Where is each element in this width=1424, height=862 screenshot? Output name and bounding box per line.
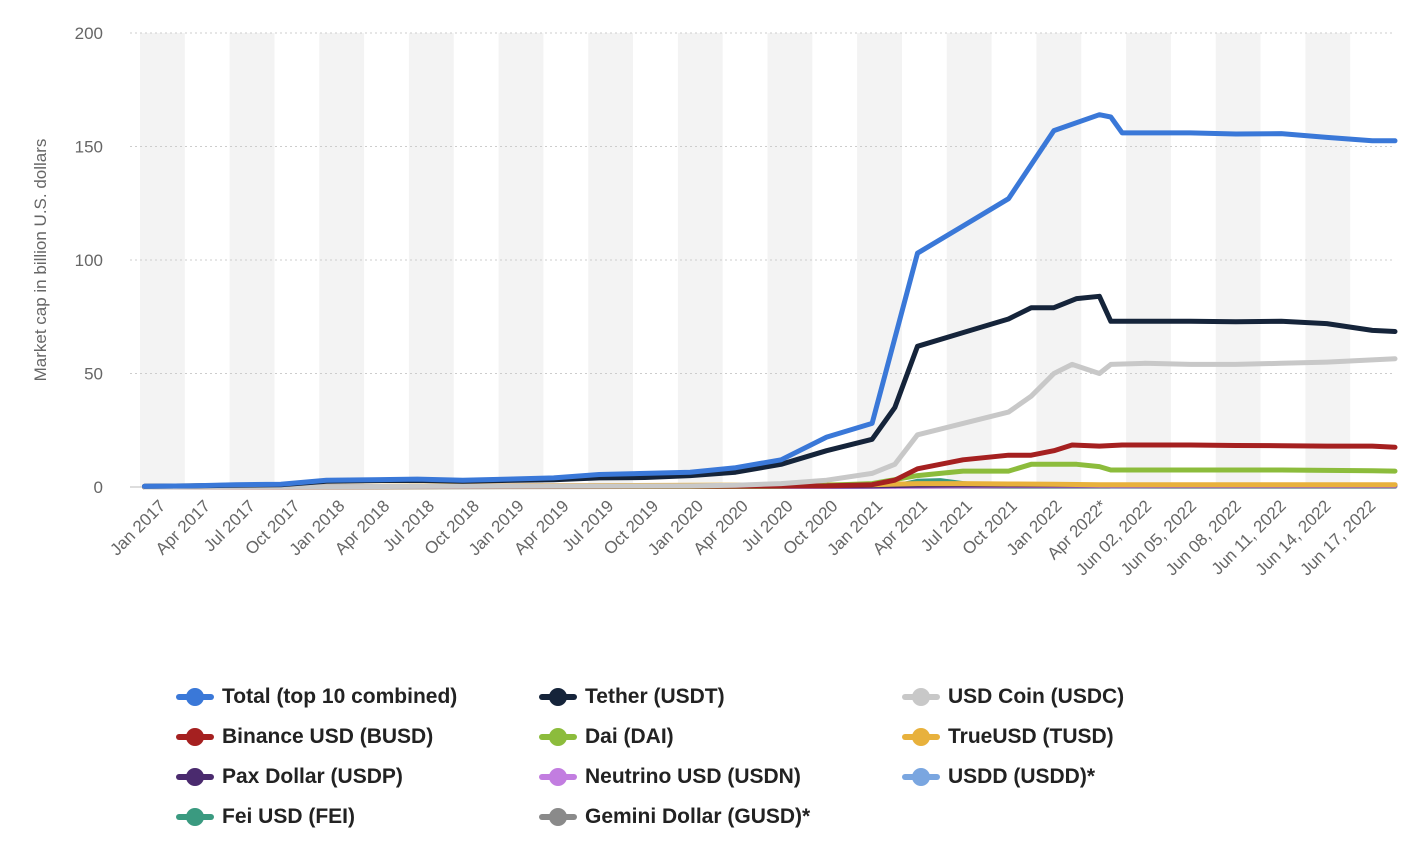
legend-marker-icon xyxy=(176,767,214,787)
legend-marker-icon xyxy=(902,687,940,707)
legend-label: Pax Dollar (USDP) xyxy=(222,765,403,788)
y-tick-labels: 0 50 100 150 200 xyxy=(75,24,103,497)
band xyxy=(1126,33,1171,487)
series-line-total-top-10-combined xyxy=(142,112,1398,489)
legend-label: Tether (USDT) xyxy=(585,685,725,708)
legend-item-gemini-dollar-gusd[interactable]: Gemini Dollar (GUSD)* xyxy=(539,802,810,832)
legend-label: Gemini Dollar (GUSD)* xyxy=(585,805,811,828)
legend-item-binance-usd-busd[interactable]: Binance USD (BUSD) xyxy=(176,722,433,752)
series-line-usd-coin-usdc xyxy=(142,356,1398,490)
band xyxy=(767,33,813,487)
legend-marker-icon xyxy=(539,687,577,707)
legend-item-neutrino-usd-usdn[interactable]: Neutrino USD (USDN) xyxy=(539,762,801,792)
legend-marker-icon xyxy=(176,807,214,827)
legend-item-dai-dai[interactable]: Dai (DAI) xyxy=(539,722,674,752)
legend-label: Binance USD (BUSD) xyxy=(222,725,434,748)
series-lines xyxy=(142,112,1398,490)
legend-item-total-top-10-combined[interactable]: Total (top 10 combined) xyxy=(176,682,457,712)
legend-marker-icon xyxy=(539,767,577,787)
legend-label: TrueUSD (TUSD) xyxy=(948,725,1114,748)
y-tick-label: 0 xyxy=(94,478,103,497)
legend-label: Dai (DAI) xyxy=(585,725,674,748)
band xyxy=(1036,33,1082,487)
legend-marker-icon xyxy=(539,727,577,747)
legend-item-fei-usd-fei[interactable]: Fei USD (FEI) xyxy=(176,802,355,832)
legend-item-usd-coin-usdc[interactable]: USD Coin (USDC) xyxy=(902,682,1124,712)
band xyxy=(1305,33,1351,487)
legend-label: Fei USD (FEI) xyxy=(222,805,356,828)
y-tick-label: 50 xyxy=(84,365,103,384)
legend-label: USDD (USDD)* xyxy=(948,765,1095,788)
legend-label: Neutrino USD (USDN) xyxy=(585,765,801,788)
band xyxy=(1215,33,1261,487)
band xyxy=(946,33,992,487)
legend-marker-icon xyxy=(902,727,940,747)
legend-marker-icon xyxy=(176,727,214,747)
series-line-binance-usd-busd xyxy=(142,442,1398,490)
legend-label: Total (top 10 combined) xyxy=(222,685,458,708)
y-tick-label: 100 xyxy=(75,251,103,270)
legend-item-usdd-usdd[interactable]: USDD (USDD)* xyxy=(902,762,1095,792)
legend-item-tether-usdt[interactable]: Tether (USDT) xyxy=(539,682,725,712)
legend-label: USD Coin (USDC) xyxy=(948,685,1125,708)
band xyxy=(140,33,185,487)
y-tick-label: 200 xyxy=(75,24,103,43)
series-line-trueusd-tusd xyxy=(142,481,1398,490)
legend-marker-icon xyxy=(902,767,940,787)
legend-item-pax-dollar-usdp[interactable]: Pax Dollar (USDP) xyxy=(176,762,403,792)
y-axis-label: Market cap in billion U.S. dollars xyxy=(31,139,50,382)
legend-marker-icon xyxy=(539,807,577,827)
y-tick-label: 150 xyxy=(75,138,103,157)
legend-item-trueusd-tusd[interactable]: TrueUSD (TUSD) xyxy=(902,722,1114,752)
legend-marker-icon xyxy=(176,687,214,707)
